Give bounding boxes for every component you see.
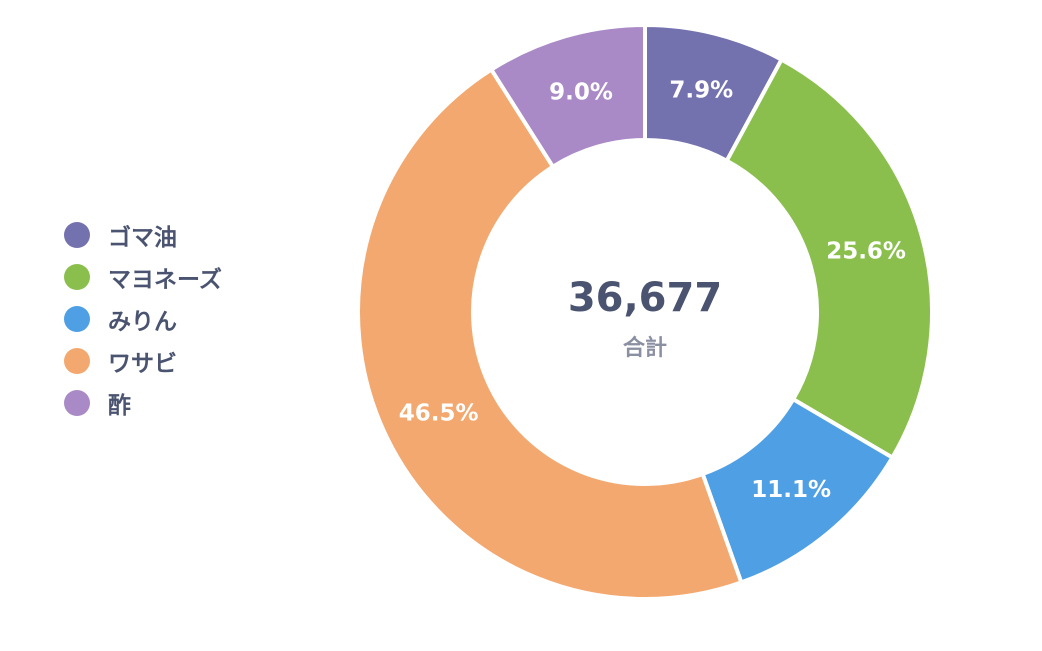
legend-label: マヨネーズ — [108, 267, 222, 293]
center-total: 36,677 — [568, 275, 722, 321]
legend-label: ゴマ油 — [108, 225, 177, 251]
slice-label-0: 7.9% — [669, 78, 733, 104]
slice-4[interactable] — [488, 22, 647, 170]
legend-dot-icon — [64, 306, 90, 332]
chart-legend: ゴマ油マヨネーズみりんワサビ酢 — [64, 214, 222, 424]
slice-label-4: 9.0% — [549, 80, 613, 106]
legend-item[interactable]: みりん — [64, 298, 222, 340]
slice-label-3: 46.5% — [399, 401, 479, 427]
slice-label-1: 25.6% — [826, 238, 906, 264]
slice-3[interactable] — [356, 66, 744, 601]
legend-dot-icon — [64, 390, 90, 416]
center-label: 合計 — [623, 335, 667, 361]
legend-label: 酢 — [108, 393, 131, 419]
legend-dot-icon — [64, 348, 90, 374]
slice-label-2: 11.1% — [751, 477, 831, 503]
legend-item[interactable]: マヨネーズ — [64, 256, 222, 298]
slice-1[interactable] — [724, 56, 934, 461]
legend-item[interactable]: ゴマ油 — [64, 214, 222, 256]
legend-dot-icon — [64, 222, 90, 248]
legend-label: ワサビ — [108, 351, 177, 377]
legend-item[interactable]: ワサビ — [64, 340, 222, 382]
legend-label: みりん — [108, 309, 177, 335]
legend-dot-icon — [64, 264, 90, 290]
legend-item[interactable]: 酢 — [64, 382, 222, 424]
